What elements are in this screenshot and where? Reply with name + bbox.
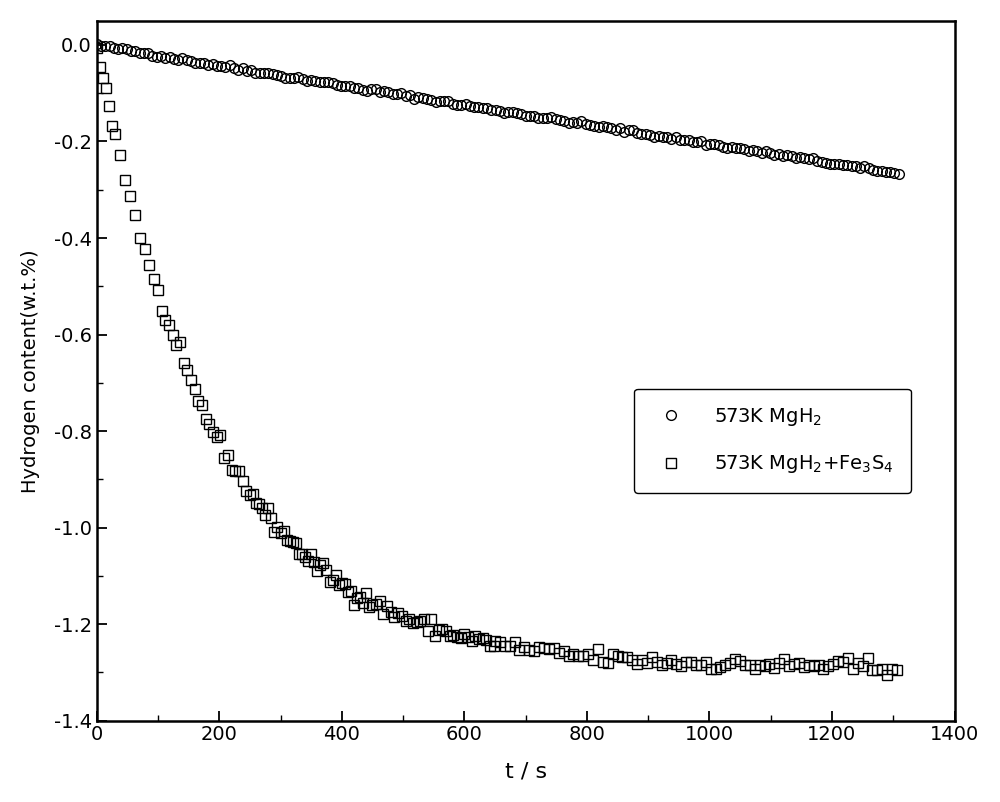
Legend: 573K MgH$_2$, 573K MgH$_2$+Fe$_3$S$_4$: 573K MgH$_2$, 573K MgH$_2$+Fe$_3$S$_4$ xyxy=(634,389,911,493)
Line: 573K MgH$_2$+Fe$_3$S$_4$: 573K MgH$_2$+Fe$_3$S$_4$ xyxy=(92,43,902,679)
573K MgH$_2$+Fe$_3$S$_4$ xyxy=(250,499,262,508)
573K MgH$_2$+Fe$_3$S$_4$ xyxy=(222,450,234,460)
Line: 573K MgH$_2$: 573K MgH$_2$ xyxy=(92,39,904,179)
X-axis label: t / s: t / s xyxy=(505,761,547,781)
Y-axis label: Hydrogen content(w.t.%): Hydrogen content(w.t.%) xyxy=(21,249,40,492)
573K MgH$_2$ xyxy=(893,169,905,179)
573K MgH$_2$+Fe$_3$S$_4$ xyxy=(612,651,624,661)
573K MgH$_2$ xyxy=(172,55,184,65)
573K MgH$_2$+Fe$_3$S$_4$ xyxy=(881,670,893,679)
573K MgH$_2$ xyxy=(357,85,369,95)
573K MgH$_2$+Fe$_3$S$_4$ xyxy=(891,665,903,674)
573K MgH$_2$ xyxy=(335,81,347,91)
573K MgH$_2$+Fe$_3$S$_4$ xyxy=(91,43,103,53)
573K MgH$_2$+Fe$_3$S$_4$ xyxy=(798,662,810,672)
573K MgH$_2$ xyxy=(91,39,103,49)
573K MgH$_2$ xyxy=(95,41,107,51)
573K MgH$_2$ xyxy=(867,166,879,176)
573K MgH$_2$+Fe$_3$S$_4$ xyxy=(103,101,115,111)
573K MgH$_2$+Fe$_3$S$_4$ xyxy=(109,129,121,139)
573K MgH$_2$ xyxy=(382,87,394,97)
